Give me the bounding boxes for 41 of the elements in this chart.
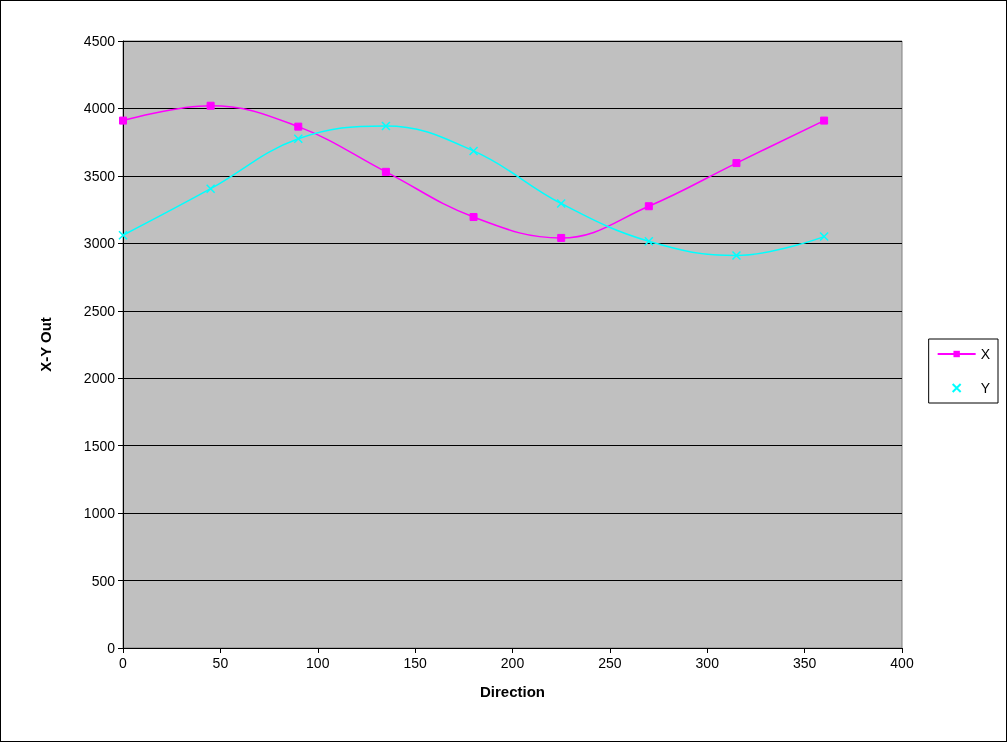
y-tick-label: 3000 bbox=[83, 235, 116, 252]
x-tick-label: 400 bbox=[890, 655, 914, 671]
y-tick-label: 2000 bbox=[83, 370, 116, 387]
point bbox=[119, 116, 127, 125]
y-tick-label: 4000 bbox=[83, 100, 116, 117]
point bbox=[644, 236, 654, 247]
point bbox=[468, 146, 479, 156]
point bbox=[556, 198, 566, 209]
y-tick-label: 500 bbox=[91, 572, 116, 589]
x-tick-label: 300 bbox=[695, 655, 720, 671]
y-tick-label: 4500 bbox=[83, 33, 116, 49]
point bbox=[820, 116, 829, 125]
x-tick-label: 150 bbox=[403, 655, 428, 671]
x-tick-label: 50 bbox=[212, 655, 229, 671]
point bbox=[294, 122, 303, 131]
y-tick-label: 1000 bbox=[83, 505, 116, 522]
point bbox=[118, 230, 128, 240]
x-tick-label: 350 bbox=[792, 655, 817, 671]
point bbox=[819, 231, 829, 242]
y-tick-label: 3500 bbox=[83, 167, 116, 184]
point bbox=[469, 213, 478, 222]
point bbox=[557, 233, 566, 242]
y-tick-label: 1500 bbox=[83, 437, 116, 454]
point bbox=[206, 101, 215, 110]
point bbox=[732, 159, 741, 168]
point bbox=[731, 250, 742, 261]
y-axis-title: X-Y Out bbox=[37, 317, 54, 372]
x-tick-label: 250 bbox=[598, 655, 622, 671]
point bbox=[381, 121, 391, 131]
x-tick-label: 100 bbox=[306, 655, 330, 671]
point bbox=[293, 134, 304, 144]
legend-label: Y bbox=[980, 380, 991, 396]
x-axis-title: Direction bbox=[479, 683, 546, 700]
legend-label: X bbox=[980, 346, 991, 362]
y-tick-label: 2500 bbox=[83, 302, 116, 319]
point bbox=[205, 183, 216, 194]
point bbox=[644, 202, 653, 211]
point bbox=[381, 167, 390, 176]
x-tick-label: 0 bbox=[119, 655, 128, 671]
y-tick-label: 0 bbox=[107, 640, 116, 656]
x-tick-label: 200 bbox=[500, 655, 525, 671]
